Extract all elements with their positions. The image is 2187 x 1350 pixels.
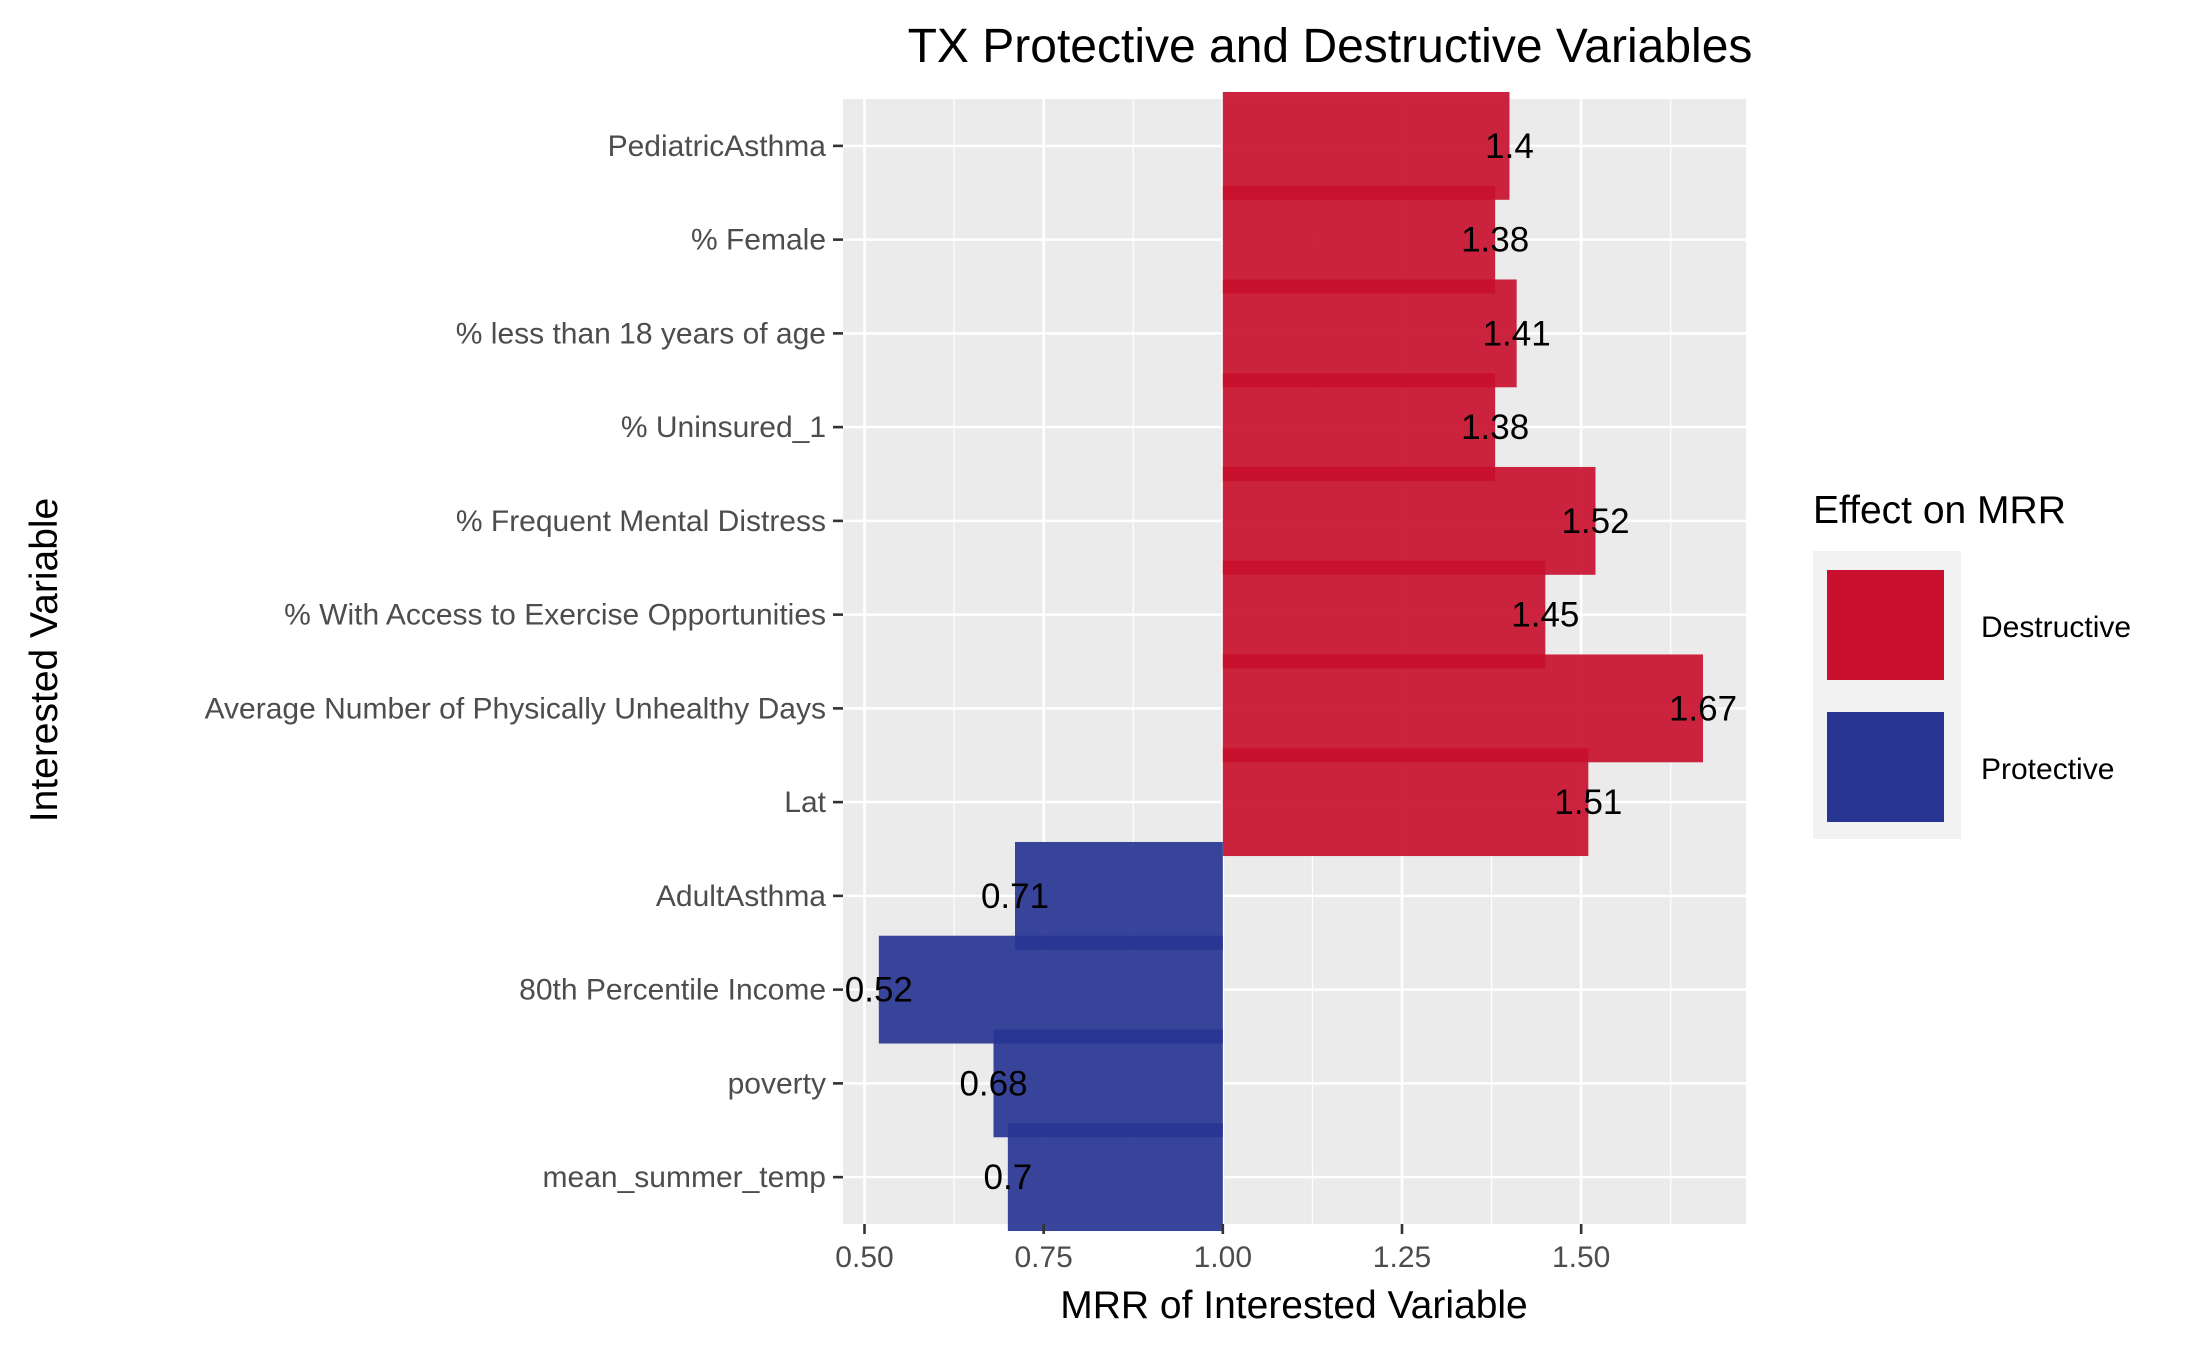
chart-title: TX Protective and Destructive Variables: [908, 20, 1753, 73]
data-label: 1.38: [1461, 408, 1529, 447]
data-labels: 1.4 1.38 1.41 1.38 1.52 1.45 1.67 1.51 0.71 0.52 0…: [845, 127, 1737, 1197]
x-tick-label: 0.75: [1014, 1241, 1072, 1274]
legend-title: Effect on MRR: [1813, 489, 2066, 532]
y-tick-label: % Female: [691, 224, 826, 257]
y-tick-label: PediatricAsthma: [608, 130, 827, 163]
y-tick-label: % With Access to Exercise Opportunities: [284, 599, 826, 632]
legend-key-protective: [1827, 712, 1944, 822]
data-label: 1.4: [1485, 127, 1534, 166]
y-tick-label: AdultAsthma: [656, 880, 826, 913]
bar-7: [1222, 748, 1589, 857]
x-tick-label: 1.00: [1194, 1241, 1252, 1274]
legend-key-destructive: [1827, 570, 1944, 680]
y-tick-label: poverty: [728, 1067, 826, 1100]
data-label: 0.71: [981, 877, 1049, 916]
data-label: 1.51: [1554, 783, 1622, 822]
data-label: 0.68: [959, 1064, 1027, 1103]
x-tick-label: 1.25: [1373, 1241, 1431, 1274]
x-tick-label: 1.50: [1552, 1241, 1610, 1274]
data-label: 1.45: [1511, 596, 1579, 635]
y-axis: PediatricAsthma % Female % less than 18 ye…: [205, 130, 843, 1194]
data-label: 0.7: [984, 1158, 1033, 1197]
y-tick-label: Lat: [784, 786, 826, 819]
bars: [878, 91, 1703, 1232]
y-tick-label: Average Number of Physically Unhealthy D…: [205, 692, 826, 725]
x-tick-label: 0.50: [835, 1241, 893, 1274]
bar-0: [1222, 91, 1510, 200]
bar-1: [1222, 185, 1496, 294]
y-tick-label: % Frequent Mental Distress: [456, 505, 826, 538]
y-tick-label: 80th Percentile Income: [519, 974, 826, 1007]
bar-11: [1007, 1123, 1223, 1232]
data-label: 0.52: [845, 971, 913, 1010]
data-label: 1.38: [1461, 221, 1529, 260]
legend-label-destructive: Destructive: [1981, 611, 2131, 644]
y-tick-label: % Uninsured_1: [621, 411, 826, 444]
bar-5: [1222, 560, 1546, 669]
data-label: 1.41: [1483, 314, 1551, 353]
bar-10: [993, 1029, 1223, 1138]
legend-label-protective: Protective: [1981, 753, 2114, 786]
data-label: 1.52: [1561, 502, 1629, 541]
bar-6: [1222, 654, 1703, 763]
bar-4: [1222, 466, 1596, 575]
bar-2: [1222, 279, 1517, 388]
y-tick-label: % less than 18 years of age: [456, 317, 826, 350]
bar-3: [1222, 373, 1496, 482]
x-axis-title: MRR of Interested Variable: [1060, 1284, 1528, 1327]
y-axis-title: Interested Variable: [23, 498, 66, 822]
legend: Effect on MRR Destructive Protective: [1813, 489, 2131, 839]
y-tick-label: mean_summer_temp: [543, 1161, 826, 1194]
data-label: 1.67: [1669, 689, 1737, 728]
bar-9: [878, 935, 1223, 1044]
bar-8: [1015, 841, 1223, 950]
x-axis: 0.50 0.75 1.00 1.25 1.50: [835, 1224, 1610, 1274]
